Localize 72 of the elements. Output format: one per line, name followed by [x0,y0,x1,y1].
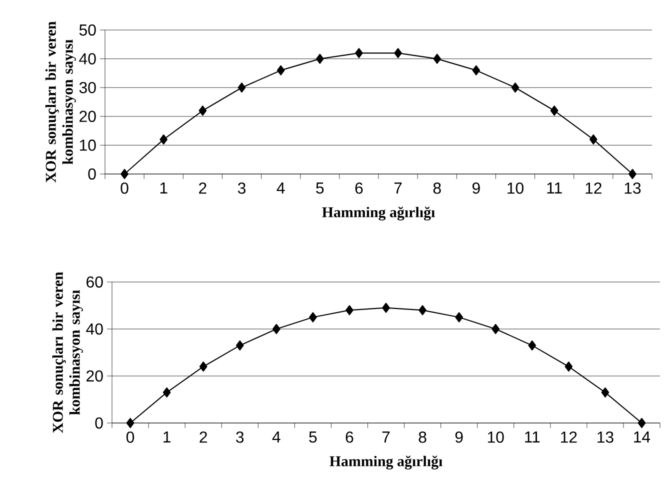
point [511,82,520,93]
y-axis-title: XOR sonuçları bir veren kombinasyon sayısı [52,272,83,434]
point [589,134,598,144]
x-tick-label: 2 [200,432,207,443]
x-tick-label: 0 [126,432,134,443]
point [238,82,246,93]
point [160,134,168,144]
x-tick-label: 3 [238,182,246,194]
x-tick-label: 12 [586,182,602,194]
x-axis-title: Hamming ağırlığı [330,456,442,470]
point [309,312,317,322]
point [394,48,402,58]
y-tick-label: 0 [95,417,103,429]
x-tick-label: 7 [394,182,402,194]
y-tick-label: 60 [86,276,103,288]
point [528,340,536,351]
point [418,305,426,316]
x-tick-label: 9 [455,432,463,443]
x-tick-label: 4 [272,432,280,442]
y-tick-label: 40 [86,323,103,335]
y-tick-label: 30 [79,82,96,94]
x-tick-label: 11 [525,432,540,442]
point [472,65,480,76]
point [316,54,324,64]
x-tick-label: 5 [316,182,324,194]
x-tick-label: 6 [355,182,363,194]
x-tick-label: 13 [624,182,641,194]
y-tick-label: 20 [80,110,96,122]
point [564,362,573,372]
point [455,312,463,322]
point [638,418,646,428]
point [276,65,285,76]
x-tick-label: 2 [199,182,206,194]
x-tick-label: 10 [508,182,524,194]
x-tick-label: 8 [418,432,426,443]
point [236,340,244,351]
y-tick-label: 20 [86,370,103,382]
y-tick-label: 0 [88,168,96,180]
x-tick-label: 9 [472,182,480,194]
point [628,168,636,180]
point [433,54,442,64]
x-tick-label: 5 [309,432,317,443]
x-tick-label: 3 [236,432,244,443]
x-axis-title: Hamming ağırlığı [322,206,435,220]
x-tick-label: 1 [164,432,170,442]
y-axis-title: XOR sonuçları bir veren kombinasyon sayısı [45,21,76,183]
x-tick-label: 12 [561,432,577,443]
x-tick-label: 1 [160,182,168,194]
point [120,168,128,180]
x-tick-label: 4 [276,182,285,194]
point [162,387,171,398]
x-tick-label: 7 [382,432,390,442]
x-tick-label: 11 [547,182,562,194]
x-tick-label: 10 [488,432,504,443]
point [198,106,207,116]
y-tick-label: 50 [79,24,96,36]
y-tick-label: 10 [80,140,96,151]
x-tick-label: 14 [634,432,650,442]
point [272,324,280,334]
x-tick-label: 0 [120,182,128,194]
point [346,305,354,316]
point [126,418,134,428]
point [382,302,390,313]
point [550,106,558,116]
point [601,387,610,398]
y-tick-label: 40 [79,53,96,64]
point [199,362,208,372]
x-tick-label: 6 [346,432,354,443]
x-tick-label: 13 [598,432,614,443]
point [492,324,500,334]
point [355,48,363,58]
x-tick-label: 8 [433,182,441,194]
